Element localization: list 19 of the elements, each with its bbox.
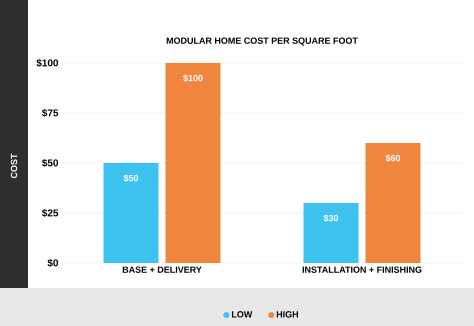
y-tick-label: $0 — [48, 258, 58, 268]
bar — [166, 63, 220, 263]
bar — [104, 163, 158, 263]
y-tick-label: $25 — [42, 208, 58, 218]
chart-title: MODULAR HOME COST PER SQUARE FOOT — [166, 37, 358, 46]
legend-label: LOW — [232, 311, 252, 318]
x-tick-label: INSTALLATION + FINISHING — [302, 266, 422, 273]
data-label: $30 — [324, 214, 338, 222]
data-label: $50 — [124, 174, 138, 182]
data-label: $100 — [183, 74, 203, 82]
y-tick-label: $75 — [42, 108, 58, 118]
bar — [304, 203, 359, 263]
legend-label: HIGH — [276, 311, 298, 318]
bar — [366, 143, 421, 263]
y-tick-label: $50 — [42, 158, 58, 168]
y-tick-label: $100 — [36, 58, 58, 68]
y-axis-title: COST — [10, 154, 18, 178]
data-label: $60 — [386, 154, 400, 162]
x-tick-label: BASE + DELIVERY — [122, 266, 202, 273]
